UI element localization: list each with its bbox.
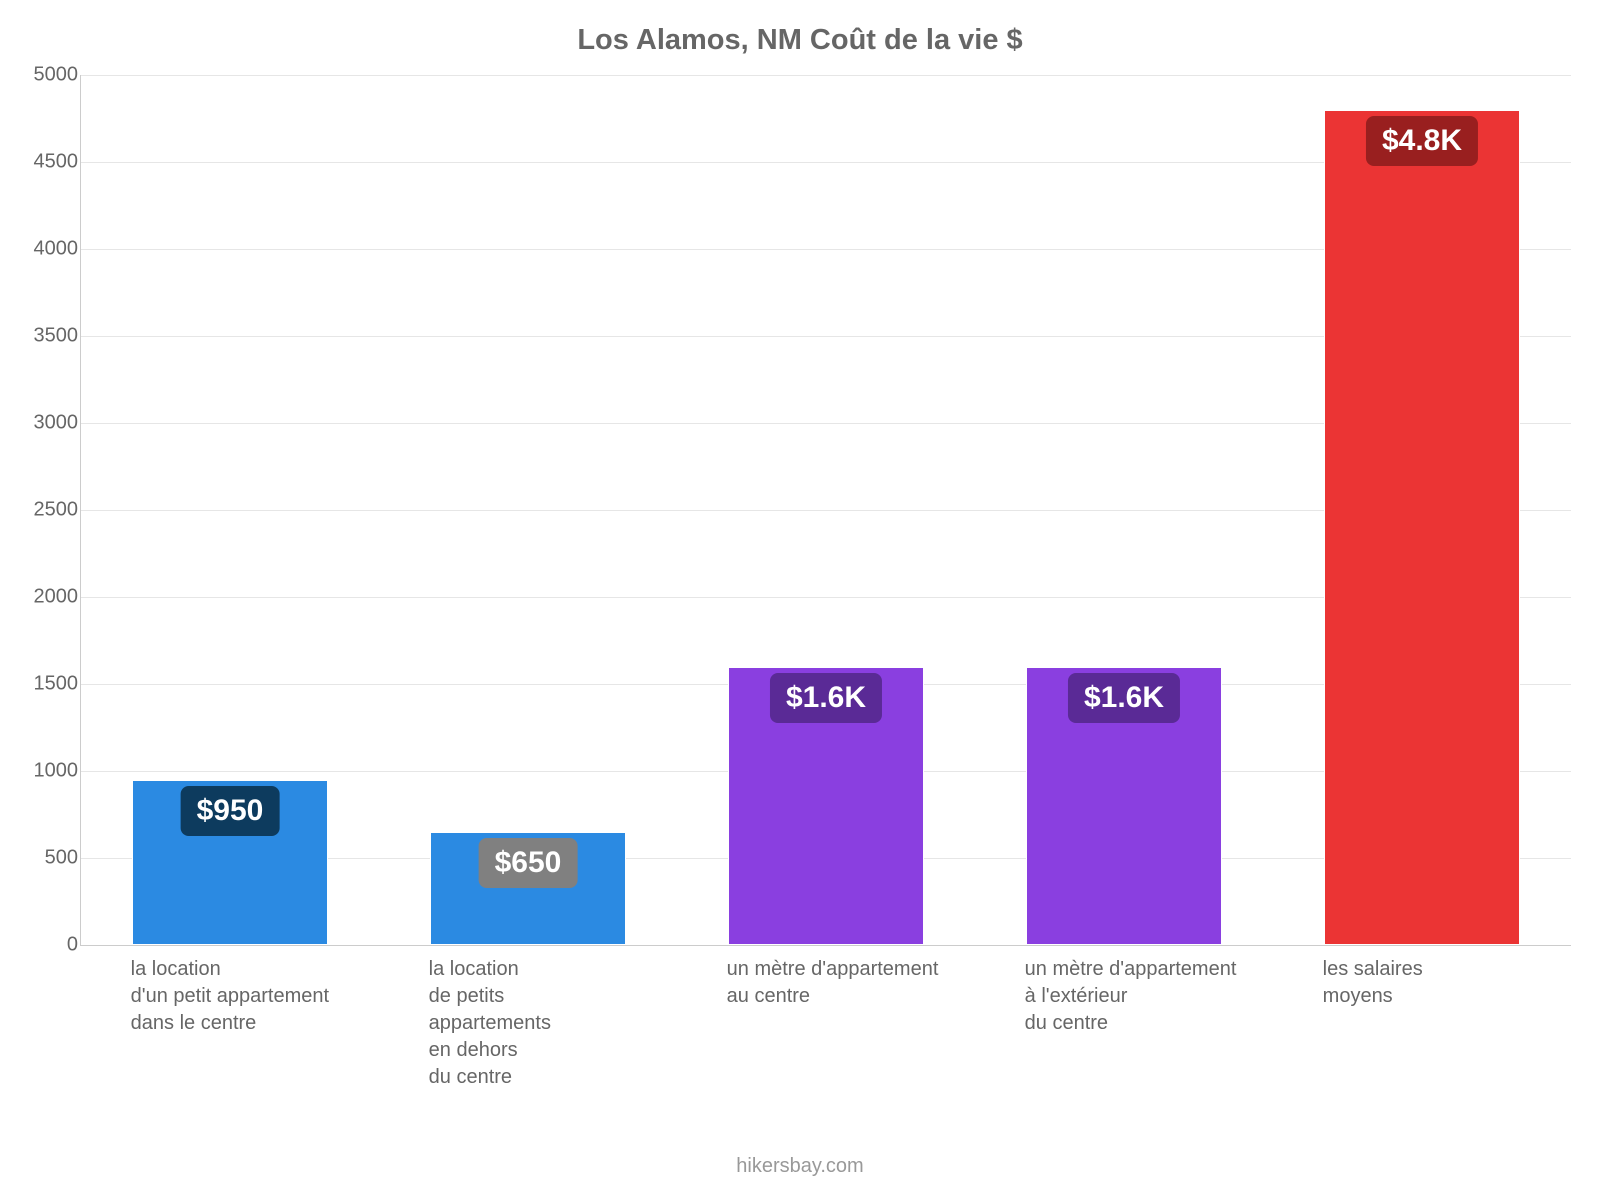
bar-value-badge: $1.6K [770, 673, 882, 723]
y-tick-label: 4000 [8, 238, 78, 261]
bar-value-badge: $1.6K [1068, 673, 1180, 723]
y-tick-label: 3000 [8, 412, 78, 435]
y-tick-label: 3500 [8, 325, 78, 348]
bar-slot: $4.8K [1324, 75, 1521, 945]
x-category-label: la location d'un petit appartement dans … [131, 956, 388, 1037]
bar-slot: $950 [132, 75, 329, 945]
chart-title: Los Alamos, NM Coût de la vie $ [0, 24, 1600, 57]
bar [1324, 110, 1521, 945]
y-tick-label: 500 [8, 847, 78, 870]
y-tick-label: 0 [8, 934, 78, 957]
x-category-label: un mètre d'appartement au centre [727, 956, 984, 1010]
x-category-label: un mètre d'appartement à l'extérieur du … [1025, 956, 1282, 1037]
bar-slot: $650 [430, 75, 627, 945]
y-tick-label: 5000 [8, 64, 78, 87]
x-category-label: les salaires moyens [1323, 956, 1580, 1010]
bar-value-badge: $650 [479, 838, 578, 888]
x-category-label: la location de petits appartements en de… [429, 956, 686, 1091]
bar-slot: $1.6K [728, 75, 925, 945]
y-tick-label: 2000 [8, 586, 78, 609]
plot-area: $950 $650 $1.6K $1.6K $4.8K [80, 75, 1571, 946]
bar-slot: $1.6K [1026, 75, 1223, 945]
attribution-text: hikersbay.com [0, 1155, 1600, 1178]
bar-value-badge: $950 [181, 786, 280, 836]
y-tick-label: 2500 [8, 499, 78, 522]
bar-value-badge: $4.8K [1366, 116, 1478, 166]
y-tick-label: 1500 [8, 673, 78, 696]
chart-container: Los Alamos, NM Coût de la vie $ $950 $650… [0, 0, 1600, 1200]
y-tick-label: 1000 [8, 760, 78, 783]
y-tick-label: 4500 [8, 151, 78, 174]
